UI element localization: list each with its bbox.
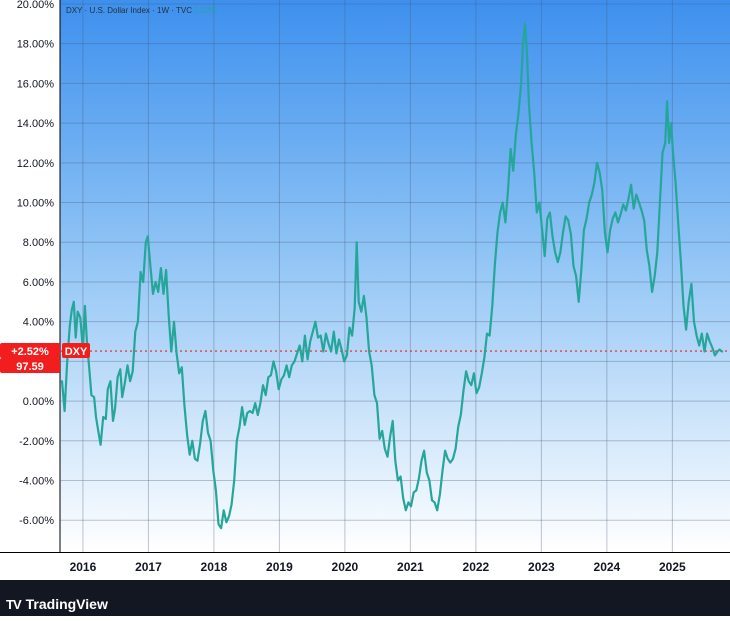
y-tick-label: -6.00% (19, 515, 54, 527)
y-tick-label: 8.00% (23, 237, 54, 249)
x-tick-label: 2019 (266, 560, 293, 574)
symbol-label: DXY (65, 346, 88, 358)
grid-lines (60, 0, 730, 552)
y-tick-label: -4.00% (19, 476, 54, 488)
symbol-label-background (62, 343, 90, 359)
pct-label-background (0, 343, 60, 359)
x-tick-label: 2017 (135, 560, 162, 574)
y-tick-label: 10.00% (17, 198, 55, 210)
y-tick-label: 6.00% (23, 277, 54, 289)
bottom-bar (0, 580, 730, 616)
dxy-series-line[interactable] (60, 22, 724, 530)
x-tick-label: 2024 (594, 560, 621, 574)
legend-interval: 1W (157, 6, 170, 15)
x-tick-label: 2018 (201, 560, 228, 574)
x-tick-label: 2023 (528, 560, 555, 574)
y-tick-label: 4.00% (23, 317, 54, 329)
legend-change: 2.52% (194, 6, 217, 15)
y-tick-label: 14.00% (17, 118, 55, 130)
legend-sep-3: · (171, 6, 177, 15)
legend-symbol: DXY (66, 6, 83, 15)
price-label: 97.59 (16, 361, 44, 373)
x-axis-background (0, 552, 730, 580)
y-tick-label: 0.00% (23, 396, 54, 408)
chart-legend: DXY · U.S. Dollar Index · 1W · TVC 2.52% (66, 6, 217, 15)
legend-name: U.S. Dollar Index (89, 6, 150, 15)
y-tick-label: -2.00% (19, 436, 54, 448)
x-tick-label: 2022 (463, 560, 490, 574)
y-tick-label: 12.00% (17, 158, 55, 170)
x-tick-label: 2021 (397, 560, 424, 574)
x-tick-label: 2020 (332, 560, 359, 574)
tradingview-brand[interactable]: TV TradingView (6, 595, 108, 613)
x-tick-label: 2025 (659, 560, 686, 574)
legend-sep-2: · (152, 6, 158, 15)
y-tick-label: 18.00% (17, 39, 55, 51)
y-axis-background (0, 0, 60, 552)
x-tick-labels: 2016 2017 2018 2019 2020 2021 2022 2023 2024 2025 (70, 560, 686, 574)
legend-sep-1: · (84, 6, 90, 15)
x-tick-label: 2016 (70, 560, 97, 574)
price-label-background (0, 358, 60, 374)
current-value-labels: +2.52% 97.59 DXY (0, 343, 90, 374)
pct-label: +2.52% (11, 346, 49, 358)
legend-source: TVC (176, 6, 193, 15)
tradingview-logo-icon: TV (6, 596, 22, 612)
y-tick-label: 16.00% (17, 78, 55, 90)
y-tick-label: 20.00% (17, 0, 55, 11)
tradingview-wordmark: TradingView (25, 596, 108, 612)
